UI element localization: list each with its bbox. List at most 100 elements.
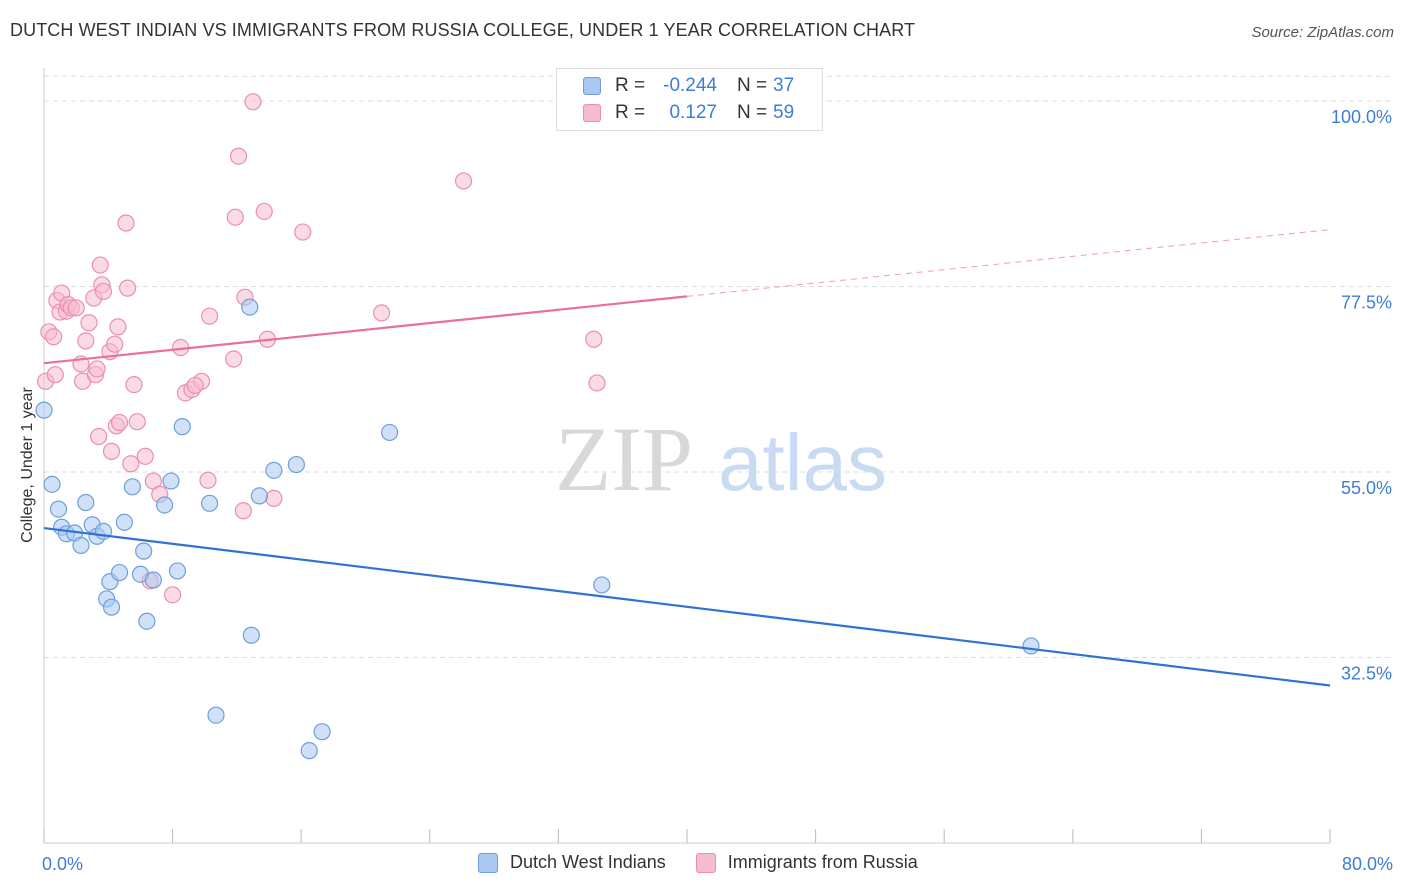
data-point — [35, 401, 53, 419]
data-point — [122, 455, 140, 473]
legend-label: Immigrants from Russia — [727, 852, 918, 872]
legend-n-label: N = — [737, 75, 768, 96]
data-point — [46, 366, 64, 384]
data-point — [115, 513, 133, 531]
axes — [43, 68, 1331, 844]
data-point — [207, 706, 225, 724]
legend-item-dutch-west-indians[interactable]: Dutch West Indians — [478, 852, 666, 873]
data-point — [229, 147, 248, 165]
series-immigrants-from-russia — [37, 93, 606, 604]
data-point — [110, 413, 129, 432]
data-point — [135, 542, 153, 560]
data-point — [118, 279, 137, 297]
series-legend: Dutch West Indians Immigrants from Russi… — [478, 852, 948, 873]
data-point — [155, 496, 174, 514]
legend-n-value: 59 — [773, 102, 795, 123]
tick-labels: 32.5% 55.0% 77.5% 100.0% 0.0% 80.0% — [42, 107, 1393, 874]
legend-r-value: 0.127 — [669, 102, 717, 123]
x-tick-label: 80.0% — [1342, 854, 1393, 874]
legend-n-label: N = — [737, 102, 768, 123]
chart-title: DUTCH WEST INDIAN VS IMMIGRANTS FROM RUS… — [10, 20, 916, 40]
data-point — [67, 299, 85, 317]
data-point — [372, 304, 391, 322]
gridlines — [44, 75, 1392, 658]
legend-n-value: 37 — [773, 75, 795, 96]
data-point — [313, 723, 331, 741]
data-point — [593, 576, 611, 594]
data-point — [173, 418, 191, 436]
data-point — [164, 586, 182, 604]
watermark-zip: ZIP — [555, 408, 693, 510]
y-tick-label: 55.0% — [1341, 478, 1392, 498]
stats-legend: R = -0.244 N = 37 R = 0.127 N = 59 — [556, 68, 823, 131]
series-dutch-west-indians — [35, 298, 1040, 760]
source-label: Source: ZipAtlas.com — [1251, 24, 1394, 41]
legend-swatch-pink — [583, 104, 601, 122]
data-point — [77, 332, 95, 350]
data-point — [90, 427, 108, 446]
data-point — [72, 536, 90, 554]
legend-item-immigrants-from-russia[interactable]: Immigrants from Russia — [695, 852, 918, 873]
data-point — [244, 93, 262, 111]
data-point — [138, 612, 156, 630]
data-point — [102, 442, 121, 460]
data-point — [91, 256, 109, 274]
data-point — [242, 626, 260, 644]
legend-row-dutch-west-indians: R = -0.244 N = 37 — [583, 74, 794, 98]
data-point — [162, 472, 180, 490]
data-point — [88, 360, 106, 378]
data-point — [454, 172, 473, 190]
legend-swatch-blue — [583, 77, 601, 95]
data-point — [102, 598, 121, 616]
data-point — [225, 350, 243, 368]
data-point — [109, 318, 127, 336]
data-point — [110, 563, 129, 582]
x-tick-label: 0.0% — [42, 854, 83, 874]
data-point — [125, 375, 143, 394]
data-point — [136, 447, 154, 465]
watermark-atlas: atlas — [718, 418, 887, 507]
data-point — [186, 376, 204, 395]
data-point — [200, 494, 219, 512]
data-point — [43, 475, 61, 493]
legend-label: Dutch West Indians — [510, 852, 666, 872]
trend-lines — [43, 229, 1331, 687]
data-point — [45, 328, 63, 346]
trend-line-dutch-west-indians — [43, 526, 1331, 687]
data-point — [199, 471, 217, 489]
legend-r-value: -0.244 — [663, 75, 717, 96]
data-point — [265, 461, 283, 479]
data-point — [123, 478, 142, 496]
data-point — [250, 487, 269, 505]
data-point — [588, 374, 606, 392]
data-point — [106, 335, 124, 353]
data-point — [381, 423, 399, 442]
data-point — [77, 493, 95, 512]
y-axis-label: College, Under 1 year — [19, 387, 36, 543]
data-point — [168, 562, 187, 580]
y-tick-label: 100.0% — [1331, 107, 1392, 127]
data-point — [200, 307, 219, 325]
data-point — [1022, 637, 1040, 655]
data-point — [585, 330, 603, 348]
data-point — [80, 314, 98, 332]
data-point — [294, 223, 312, 241]
y-tick-label: 32.5% — [1341, 663, 1392, 683]
legend-row-immigrants-from-russia: R = 0.127 N = 59 — [583, 101, 794, 125]
data-point — [287, 455, 305, 474]
legend-swatch-blue — [478, 852, 498, 873]
data-point — [255, 202, 273, 221]
data-point — [226, 208, 244, 226]
data-point — [234, 502, 252, 520]
data-point — [241, 298, 259, 316]
legend-swatch-pink — [695, 852, 716, 873]
y-tick-label: 77.5% — [1341, 292, 1392, 312]
legend-r-label: R = — [615, 102, 646, 123]
trend-line-extension — [686, 229, 1331, 297]
data-point — [128, 413, 146, 431]
data-point — [94, 282, 113, 301]
watermark: ZIP atlas — [555, 408, 887, 510]
data-point — [117, 214, 135, 232]
data-point — [144, 571, 162, 589]
